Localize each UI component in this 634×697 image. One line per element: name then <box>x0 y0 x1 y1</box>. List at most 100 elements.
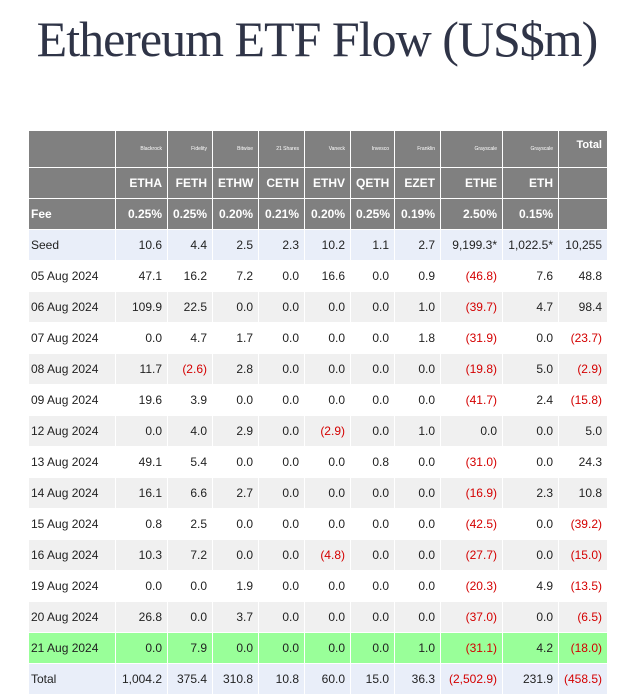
ticker: QETH <box>350 167 395 199</box>
row-label: Total <box>28 663 116 695</box>
flow-value: 10.2 <box>304 229 351 261</box>
flow-value: 0.0 <box>350 508 395 540</box>
flow-value: 0.0 <box>394 477 441 509</box>
ticker: ETHE <box>440 167 503 199</box>
flow-value: 0.0 <box>212 384 259 416</box>
flow-value: 3.9 <box>167 384 213 416</box>
flow-value: 1,004.2 <box>115 663 168 695</box>
row-label: 21 Aug 2024 <box>28 632 116 664</box>
row-label: 06 Aug 2024 <box>28 291 116 323</box>
flow-value: 24.3 <box>558 446 608 478</box>
flow-value: 0.0 <box>167 570 213 602</box>
flow-value: 0.0 <box>304 353 351 385</box>
flow-value: 4.4 <box>167 229 213 261</box>
flow-value: 7.2 <box>212 260 259 292</box>
issuer-name: Invesco <box>350 130 395 168</box>
flow-value: 0.0 <box>258 477 305 509</box>
ticker: ETH <box>502 167 559 199</box>
flow-value: 0.0 <box>258 415 305 447</box>
flow-value: 0.0 <box>502 415 559 447</box>
flow-value: 1.8 <box>394 322 441 354</box>
flow-value: 0.0 <box>350 291 395 323</box>
flow-value: 0.0 <box>350 353 395 385</box>
flow-value: 0.0 <box>212 446 259 478</box>
ticker: ETHV <box>304 167 351 199</box>
flow-value: 375.4 <box>167 663 213 695</box>
ticker: EZET <box>394 167 441 199</box>
flow-value: 0.0 <box>258 260 305 292</box>
flow-value: 47.1 <box>115 260 168 292</box>
flow-value: 15.0 <box>350 663 395 695</box>
flow-value: 0.0 <box>350 539 395 571</box>
flow-value: 60.0 <box>304 663 351 695</box>
flow-value: 10.8 <box>558 477 608 509</box>
flow-value: (19.8) <box>440 353 503 385</box>
flow-value: 1.1 <box>350 229 395 261</box>
fee-value: 0.25% <box>167 198 213 230</box>
flow-value: 0.0 <box>440 415 503 447</box>
etf-flow-table: Blackrock Fidelity Bitwise 21 Shares Vaneck I… <box>28 130 608 695</box>
row-label: 07 Aug 2024 <box>28 322 116 354</box>
flow-value: (13.5) <box>558 570 608 602</box>
flow-value: (39.2) <box>558 508 608 540</box>
flow-value: 1.0 <box>394 291 441 323</box>
issuer-name: Franklin <box>394 130 441 168</box>
data-row: 13 Aug 2024 49.1 5.4 0.0 0.0 0.0 0.8 0.0 (31.0) 0… <box>28 446 608 478</box>
row-label: Seed <box>28 229 116 261</box>
issuer-name: Grayscale <box>502 130 559 168</box>
issuer-name: Bitwise <box>212 130 259 168</box>
flow-value: (458.5) <box>558 663 608 695</box>
flow-value: 0.0 <box>304 384 351 416</box>
flow-value: 16.2 <box>167 260 213 292</box>
flow-value: 0.0 <box>350 384 395 416</box>
flow-value: 11.7 <box>115 353 168 385</box>
ticker: CETH <box>258 167 305 199</box>
data-row: 09 Aug 2024 19.6 3.9 0.0 0.0 0.0 0.0 0.0 (41.7) 2… <box>28 384 608 416</box>
issuer-row: Blackrock Fidelity Bitwise 21 Shares Vaneck I… <box>28 130 608 168</box>
fee-value: 0.25% <box>350 198 395 230</box>
flow-value: (2.6) <box>167 353 213 385</box>
flow-value: 0.0 <box>394 353 441 385</box>
flow-value: 2.3 <box>258 229 305 261</box>
flow-value: 310.8 <box>212 663 259 695</box>
flow-value: 0.0 <box>304 291 351 323</box>
flow-value: 0.0 <box>304 508 351 540</box>
flow-value: 0.0 <box>258 570 305 602</box>
flow-value: 0.0 <box>258 353 305 385</box>
flow-value: 0.0 <box>394 570 441 602</box>
flow-value: 0.0 <box>502 601 559 633</box>
flow-value: 0.0 <box>258 291 305 323</box>
flow-value: 0.0 <box>502 446 559 478</box>
data-row: 06 Aug 2024 109.9 22.5 0.0 0.0 0.0 0.0 1.0 (39.7… <box>28 291 608 323</box>
data-row: 21 Aug 2024 0.0 7.9 0.0 0.0 0.0 0.0 1.0 (31.1) 4.… <box>28 632 608 664</box>
flow-value: 1.7 <box>212 322 259 354</box>
ticker: ETHW <box>212 167 259 199</box>
flow-value: 0.0 <box>167 601 213 633</box>
total-header: Total <box>558 130 608 168</box>
flow-value: 5.0 <box>502 353 559 385</box>
flow-value: 0.9 <box>394 260 441 292</box>
flow-value: 36.3 <box>394 663 441 695</box>
ticker: FETH <box>167 167 213 199</box>
data-row: Seed 10.6 4.4 2.5 2.3 10.2 1.1 2.7 9,199.3* 1,022… <box>28 229 608 261</box>
issuer-name: 21 Shares <box>258 130 305 168</box>
row-label: 13 Aug 2024 <box>28 446 116 478</box>
fee-value: 0.25% <box>115 198 168 230</box>
flow-value: 4.7 <box>502 291 559 323</box>
flow-value: 0.0 <box>350 260 395 292</box>
row-label: 19 Aug 2024 <box>28 570 116 602</box>
flow-value: 0.0 <box>115 415 168 447</box>
flow-value: 0.0 <box>394 601 441 633</box>
flow-value: 10.6 <box>115 229 168 261</box>
flow-value: 19.6 <box>115 384 168 416</box>
fee-row: Fee 0.25% 0.25% 0.20% 0.21% 0.20% 0.25% 0.19% 2.… <box>28 198 608 230</box>
data-row: Total 1,004.2 375.4 310.8 10.8 60.0 15.0 36.3 (2… <box>28 663 608 695</box>
flow-value: 2.4 <box>502 384 559 416</box>
data-row: 15 Aug 2024 0.8 2.5 0.0 0.0 0.0 0.0 0.0 (42.5) 0.… <box>28 508 608 540</box>
flow-value: 0.0 <box>212 508 259 540</box>
flow-value: 4.2 <box>502 632 559 664</box>
fee-value: 2.50% <box>440 198 503 230</box>
data-row: 19 Aug 2024 0.0 0.0 1.9 0.0 0.0 0.0 0.0 (20.3) 4.… <box>28 570 608 602</box>
row-label: 16 Aug 2024 <box>28 539 116 571</box>
